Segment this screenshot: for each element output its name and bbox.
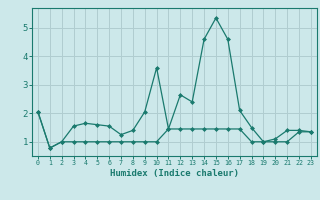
X-axis label: Humidex (Indice chaleur): Humidex (Indice chaleur) <box>110 169 239 178</box>
